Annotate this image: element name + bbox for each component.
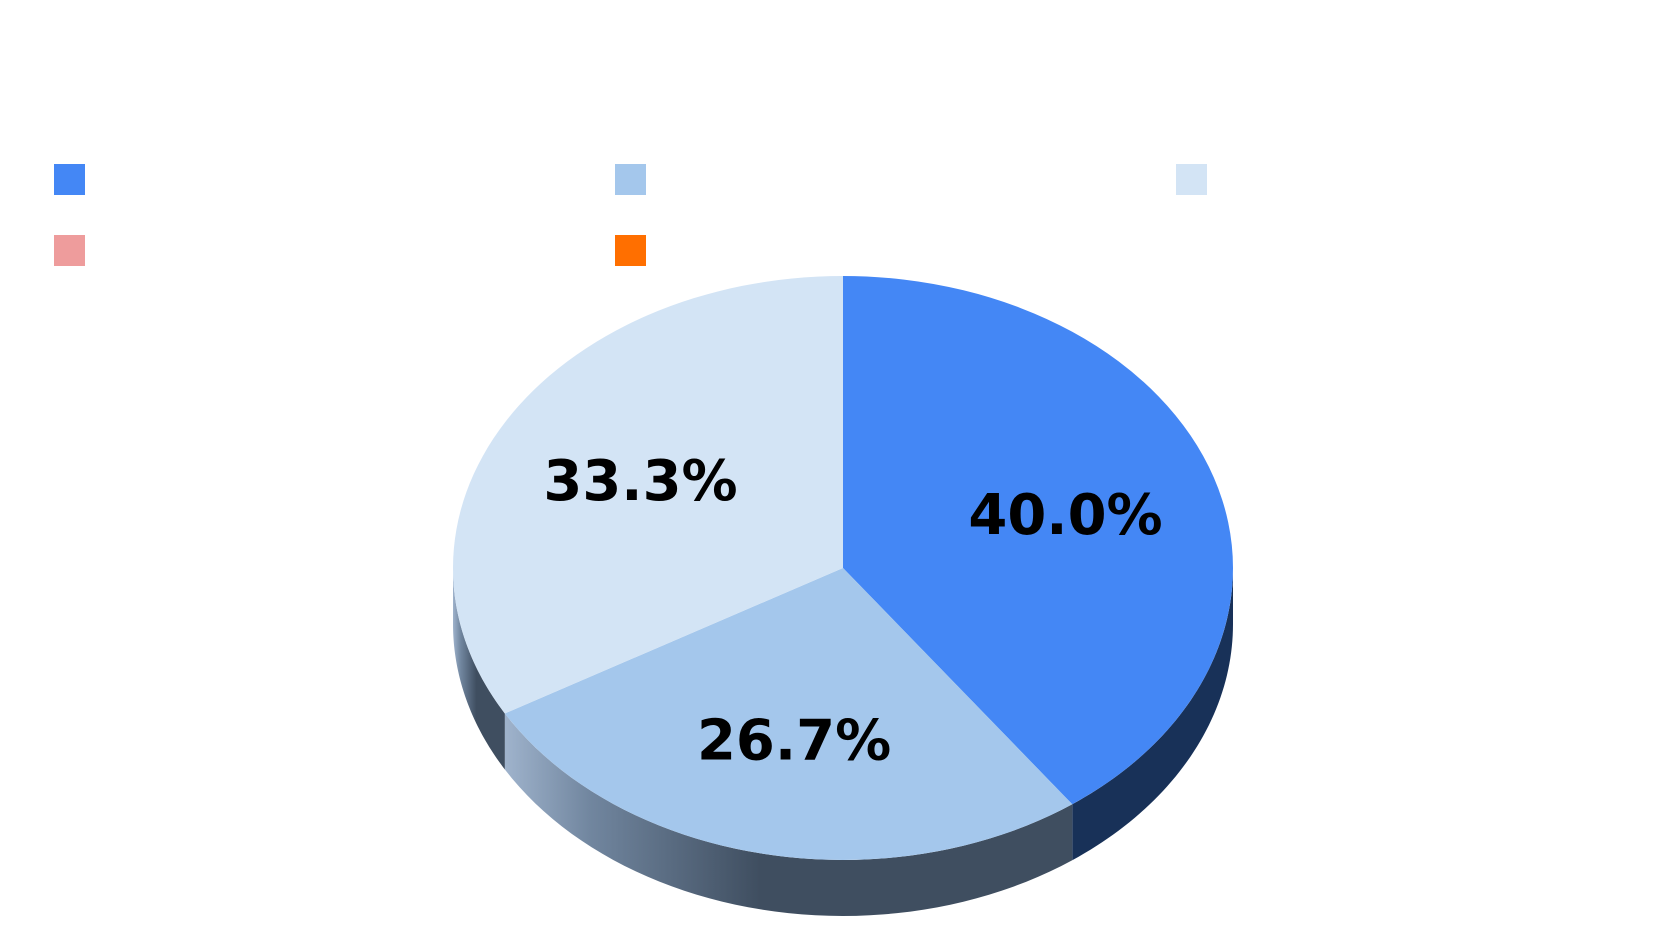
pie-slice-side bbox=[1072, 568, 1233, 861]
pie-slice-side bbox=[453, 568, 505, 770]
legend-swatch bbox=[615, 164, 646, 195]
pie-slice-label: 26.7% bbox=[697, 708, 891, 773]
pie-data-labels: 40.0% 26.7% 33.3% bbox=[543, 449, 1162, 773]
legend-swatch bbox=[54, 164, 85, 195]
pie-top-face bbox=[452, 276, 1233, 861]
chart-legend bbox=[54, 164, 1207, 266]
pie-slice bbox=[843, 276, 1233, 805]
pie-slice-label: 40.0% bbox=[968, 483, 1162, 548]
pie-slice-label: 33.3% bbox=[543, 449, 737, 514]
legend-swatch bbox=[54, 235, 85, 266]
pie-side-walls bbox=[453, 568, 1233, 916]
pie-slice-side bbox=[504, 713, 1073, 916]
pie-slice bbox=[504, 568, 1073, 861]
legend-swatch bbox=[1176, 164, 1207, 195]
pie-slice bbox=[452, 276, 843, 714]
legend-swatch bbox=[615, 235, 646, 266]
